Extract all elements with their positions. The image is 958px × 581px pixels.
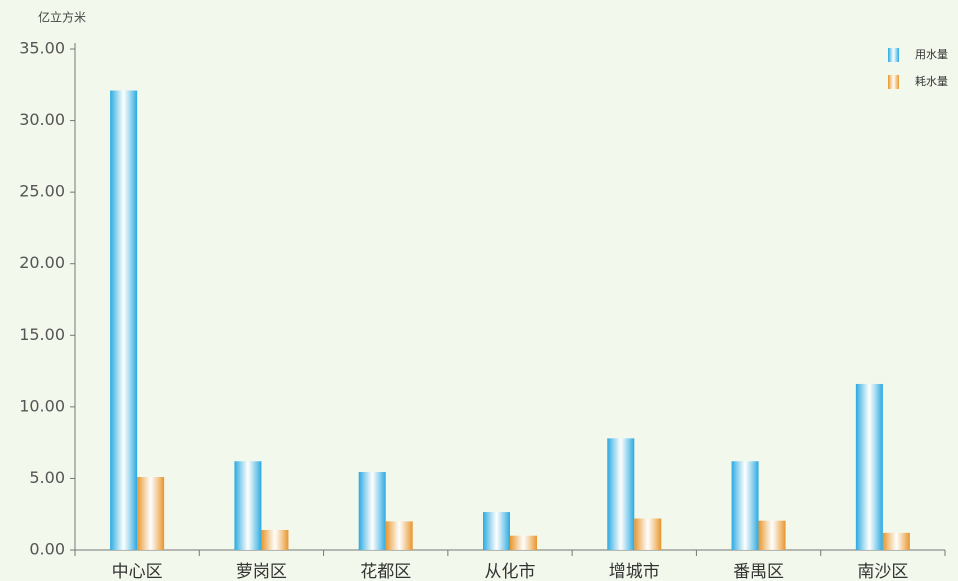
y-tick-label: 35.00 [19,39,65,58]
y-tick-label: 5.00 [29,468,65,487]
bar [510,535,537,550]
legend-swatch [888,75,899,89]
bar [137,476,165,550]
x-tick-label: 南沙区 [857,562,908,581]
x-tick-label: 中心区 [112,562,163,581]
x-tick-label: 增城市 [609,562,660,581]
bar [110,90,138,551]
bar [882,532,910,550]
bar [234,461,262,550]
y-unit: 亿立方米 [38,10,86,25]
bar [607,438,635,550]
legend-swatch [888,48,899,62]
bar [483,512,510,550]
x-tick-label: 萝岗区 [236,562,287,581]
y-tick-label: 15.00 [19,325,65,344]
bar [855,383,883,550]
y-tick-label: 0.00 [29,540,65,559]
y-tick-label: 10.00 [19,396,65,415]
bar [358,471,386,550]
bar [634,518,662,550]
bar [261,529,289,550]
y-tick-label: 30.00 [19,110,65,129]
x-tick-label: 番禺区 [733,562,784,581]
legend-label: 用水量 [915,48,948,61]
y-tick-label: 20.00 [19,253,65,272]
bar [385,521,413,550]
legend-label: 耗水量 [915,75,948,88]
bar [731,461,759,550]
bar [758,520,786,550]
x-tick-label: 从化市 [485,562,536,581]
y-tick-label: 25.00 [19,182,65,201]
x-tick-label: 花都区 [360,562,411,581]
